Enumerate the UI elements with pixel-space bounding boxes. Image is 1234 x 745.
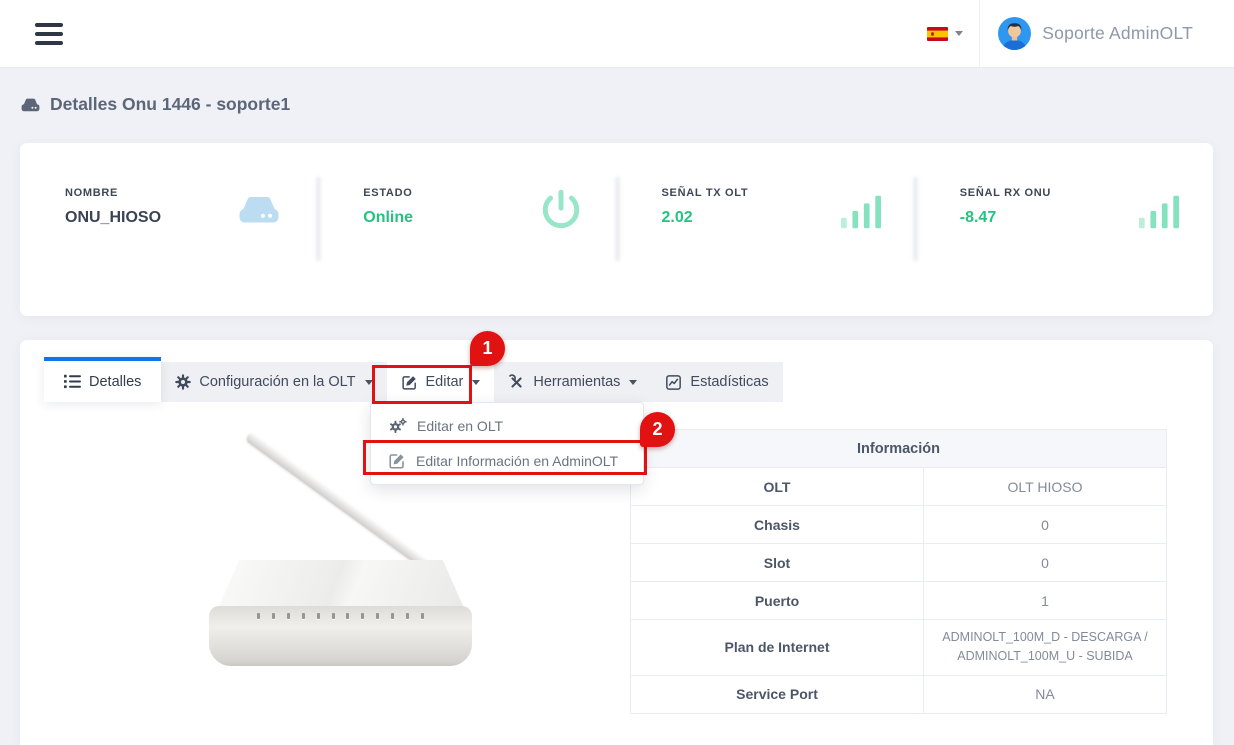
- menu-toggle-icon[interactable]: [35, 22, 63, 45]
- stat-senal-tx: SEÑAL TX OLT 2.02: [617, 143, 915, 316]
- tab-detalles[interactable]: Detalles: [44, 357, 162, 402]
- editar-dropdown-menu: Editar en OLT Editar Información en Admi…: [370, 402, 644, 485]
- row-value: 0: [923, 543, 1167, 582]
- user-menu[interactable]: Soporte AdminOLT: [998, 17, 1193, 50]
- router-body-top: [217, 560, 465, 610]
- stat-nombre: NOMBRE ONU_HIOSO: [20, 143, 318, 316]
- menu-item-label: Editar en OLT: [417, 417, 504, 434]
- details-panel: Detalles: [20, 340, 1213, 745]
- tab-herramientas[interactable]: Herramientas: [494, 362, 651, 402]
- list-icon: [64, 374, 81, 389]
- tab-estadisticas[interactable]: Estadísticas: [651, 362, 782, 402]
- row-label: Slot: [630, 543, 924, 582]
- tab-label: Editar: [425, 374, 464, 390]
- chevron-down-icon: [472, 379, 481, 389]
- table-row: OLT OLT HIOSO: [630, 467, 1167, 506]
- table-row: Slot 0: [630, 543, 1167, 582]
- power-icon: [542, 189, 579, 229]
- stat-value: ONU_HIOSO: [65, 209, 162, 226]
- stat-label: SEÑAL RX ONU: [959, 187, 1052, 199]
- page-title-text: Detalles Onu 1446 - soporte1: [50, 94, 291, 114]
- stat-value: 2.02: [661, 209, 693, 226]
- gear-icon: [175, 374, 192, 390]
- table-row: Plan de Internet ADMINOLT_100M_D - DESCA…: [630, 619, 1167, 676]
- chevron-down-icon: [955, 31, 964, 40]
- annotation-badge-step1: 1: [470, 331, 505, 366]
- table-row: Chasis 0: [630, 505, 1167, 544]
- informacion-table: Información OLT OLT HIOSO Chasis 0 Slot …: [630, 429, 1167, 714]
- row-label: Service Port: [630, 674, 924, 714]
- router-body-front: [209, 606, 472, 666]
- annotation-box-step2: [363, 440, 647, 475]
- edit-icon: [389, 453, 404, 469]
- table-row: Puerto 1: [630, 581, 1167, 620]
- chart-icon: [666, 374, 682, 390]
- spain-flag-icon: [927, 26, 949, 41]
- row-label: Puerto: [630, 581, 924, 620]
- row-value: 0: [923, 505, 1167, 544]
- chevron-down-icon: [364, 379, 373, 389]
- tab-label: Estadísticas: [690, 374, 769, 390]
- onu-product-image: [195, 420, 495, 670]
- tab-label: Herramientas: [533, 374, 621, 390]
- navbar-divider: [979, 0, 981, 68]
- signal-bars-icon: [1139, 195, 1179, 229]
- stat-label: NOMBRE: [65, 187, 119, 199]
- onu-device-icon: [21, 98, 40, 111]
- edit-icon: [401, 375, 416, 390]
- annotation-badge-step2: 2: [640, 412, 675, 447]
- chevron-down-icon: [629, 379, 638, 389]
- menu-item-editar-informacion[interactable]: Editar Información en AdminOLT: [371, 443, 643, 478]
- menu-item-editar-en-olt[interactable]: Editar en OLT: [371, 408, 643, 443]
- cogs-icon: [389, 418, 407, 433]
- tools-icon: [509, 373, 522, 388]
- tab-configuracion-olt[interactable]: Configuración en la OLT: [161, 362, 386, 402]
- row-value: NA: [923, 674, 1167, 714]
- signal-bars-icon: [840, 195, 881, 229]
- top-navbar: Soporte AdminOLT: [0, 0, 1234, 68]
- user-name: Soporte AdminOLT: [1042, 23, 1193, 43]
- router-led-row: [257, 613, 424, 619]
- row-label: Plan de Internet: [630, 619, 924, 676]
- stat-value: Online: [363, 209, 414, 226]
- tab-label: Detalles: [89, 373, 142, 390]
- menu-item-label: Editar Información en AdminOLT: [416, 452, 619, 469]
- table-header: Información: [630, 429, 1167, 468]
- row-value: ADMINOLT_100M_D - DESCARGA / ADMINOLT_10…: [923, 619, 1167, 676]
- avatar: [998, 17, 1032, 50]
- onu-device-icon: [239, 197, 279, 223]
- tab-editar[interactable]: Editar: [386, 362, 495, 402]
- stat-estado: ESTADO Online: [318, 143, 616, 316]
- language-selector[interactable]: [927, 26, 964, 41]
- stat-label: SEÑAL TX OLT: [661, 187, 749, 199]
- tab-label: Configuración en la OLT: [199, 374, 356, 390]
- table-row: Service Port NA: [630, 674, 1167, 714]
- row-label: OLT: [630, 467, 924, 506]
- annotation-box-step1: [372, 365, 472, 404]
- stat-senal-rx: SEÑAL RX ONU -8.47: [915, 143, 1213, 316]
- stat-value: -8.47: [959, 209, 997, 226]
- stat-label: ESTADO: [363, 187, 413, 199]
- onu-status-card: NOMBRE ONU_HIOSO ESTADO Online SEÑAL T: [20, 143, 1213, 316]
- page-title: Detalles Onu 1446 - soporte1: [20, 94, 290, 115]
- row-value: 1: [923, 581, 1167, 620]
- row-label: Chasis: [630, 505, 924, 544]
- row-value: OLT HIOSO: [923, 467, 1167, 506]
